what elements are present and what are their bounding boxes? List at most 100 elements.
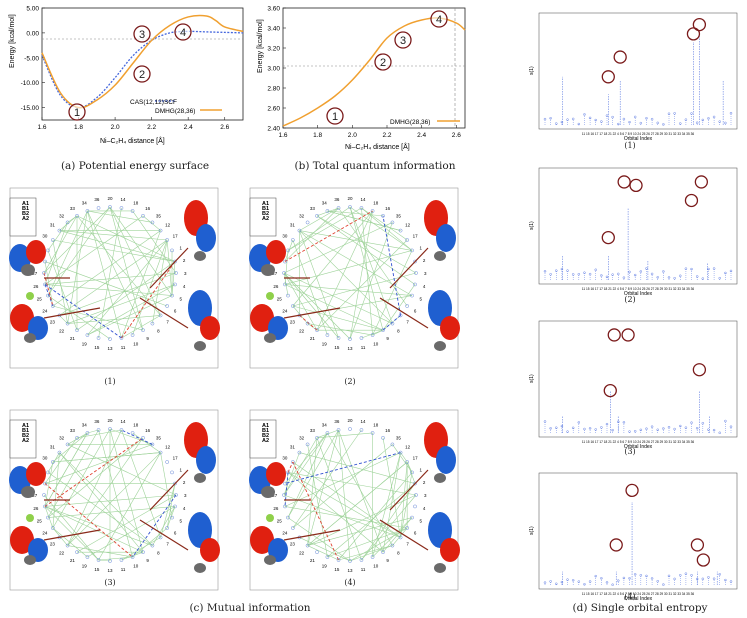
mi-node-label: 36 [334, 419, 340, 424]
pes-frame [41, 7, 244, 121]
mi-arrow [149, 247, 189, 289]
mi-node [50, 460, 55, 464]
entropy-point [667, 276, 671, 279]
mi-edge [349, 527, 408, 562]
mi-node [283, 481, 287, 486]
entropy-point [611, 115, 614, 119]
tqi-ytick-label: 2.60 [267, 106, 280, 113]
mi-node [297, 450, 302, 455]
mi-node [370, 209, 375, 213]
mi-node-label: 21 [310, 558, 316, 563]
mi-legend-label: A2 [22, 216, 29, 222]
mi-legend-box [9, 197, 37, 237]
mi-strong-edge [132, 494, 177, 558]
mi-edge [299, 230, 393, 324]
mi-node-label: 4 [183, 284, 186, 289]
mi-node [165, 304, 170, 308]
mi-node [150, 543, 155, 548]
mi-legend-label: A1 [22, 201, 29, 207]
mi-node [150, 442, 155, 447]
orbital-lobe [434, 473, 446, 483]
orbital-lobe [264, 555, 276, 565]
pes-marker-circle [133, 25, 151, 43]
subcaption-c1: (1) [104, 377, 116, 386]
orbital-lobe [440, 316, 460, 340]
mi-node [141, 550, 145, 555]
entropy-point [628, 120, 631, 124]
subcaption-d4: (4) [624, 592, 636, 601]
entropy-xlabel: Orbital Index [624, 596, 653, 601]
entropy-point [639, 121, 643, 125]
mi-node-label: 16 [145, 428, 151, 433]
entropy-point [583, 427, 586, 431]
tqi-marker-label: 3 [400, 35, 406, 47]
mi-edge [47, 210, 88, 296]
mi-node [85, 431, 90, 435]
mi-node-label: 13 [347, 346, 353, 351]
orbital-lobe [10, 304, 34, 332]
mi-node-label: 25 [37, 297, 43, 302]
mi-node-label: 24 [42, 309, 48, 314]
mi-node [381, 550, 385, 555]
mi-node-label: 2 [423, 258, 426, 263]
mi-edge [316, 432, 373, 439]
entropy-point [566, 578, 569, 581]
entropy-xticks: 11 15 16 17 17 18 21 22 4 5 6 7 8 9 10 2… [582, 592, 695, 596]
mi-node-label: 1 [419, 467, 422, 472]
mi-strong-edge [382, 215, 402, 316]
mi-strong-edge [121, 429, 153, 445]
mi-edge [76, 429, 122, 439]
mi-edge [47, 472, 153, 546]
orbital-lobe [266, 240, 286, 264]
mi-node-label: 35 [396, 435, 402, 440]
entropy-point [594, 428, 597, 431]
mi-node-label: 20 [347, 196, 353, 201]
mi-node [170, 470, 174, 475]
mi-node [283, 282, 287, 287]
mi-legend-label: A1 [262, 423, 269, 429]
mi-edge [284, 284, 384, 331]
mi-node [286, 293, 290, 298]
mi-edge [283, 432, 328, 496]
tqi-marker-label: 1 [332, 111, 338, 123]
entropy-highlight-circle [613, 50, 627, 64]
mi-node-label: 5 [179, 519, 182, 524]
mi-node [43, 259, 47, 264]
mi-edge [67, 210, 88, 324]
entropy-point [639, 574, 643, 577]
mi-node [390, 543, 395, 548]
entropy-point [560, 424, 564, 428]
pes-marker-circle [133, 65, 151, 83]
entropy-point [662, 583, 665, 586]
mi-edge [98, 429, 133, 558]
pes-marker-label: 3 [139, 29, 145, 41]
entropy-point [673, 112, 676, 115]
orbital-lobe [436, 446, 456, 474]
mi-frame [249, 187, 459, 369]
orbital-lobe [21, 264, 35, 276]
mi-node [290, 526, 295, 530]
entropy-xticks: 11 15 16 17 17 18 21 22 4 5 6 7 8 9 10 2… [582, 287, 695, 291]
mi-edge [284, 284, 413, 296]
mi-edge [372, 250, 413, 336]
entropy-point [622, 276, 626, 279]
entropy-point [628, 430, 631, 433]
tqi-series-dmhg [282, 17, 466, 127]
entropy-point [555, 426, 558, 429]
mi-node-label: 17 [173, 233, 179, 238]
mi-edge [299, 230, 413, 251]
mi-node-label: 12 [405, 223, 411, 228]
mi-node-label: 21 [70, 336, 76, 341]
mi-edge [292, 239, 328, 336]
mi-node-label: 11 [361, 345, 366, 350]
mi-node [130, 555, 135, 559]
mi-edge [121, 315, 161, 339]
entropy-point [583, 271, 586, 274]
entropy-point [707, 117, 710, 120]
orbital-lobe [436, 224, 456, 252]
mi-node-label: 34 [322, 422, 328, 427]
mi-node [286, 515, 290, 520]
mi-node [410, 248, 414, 253]
caption-b: (b) Total quantum information [294, 160, 456, 172]
